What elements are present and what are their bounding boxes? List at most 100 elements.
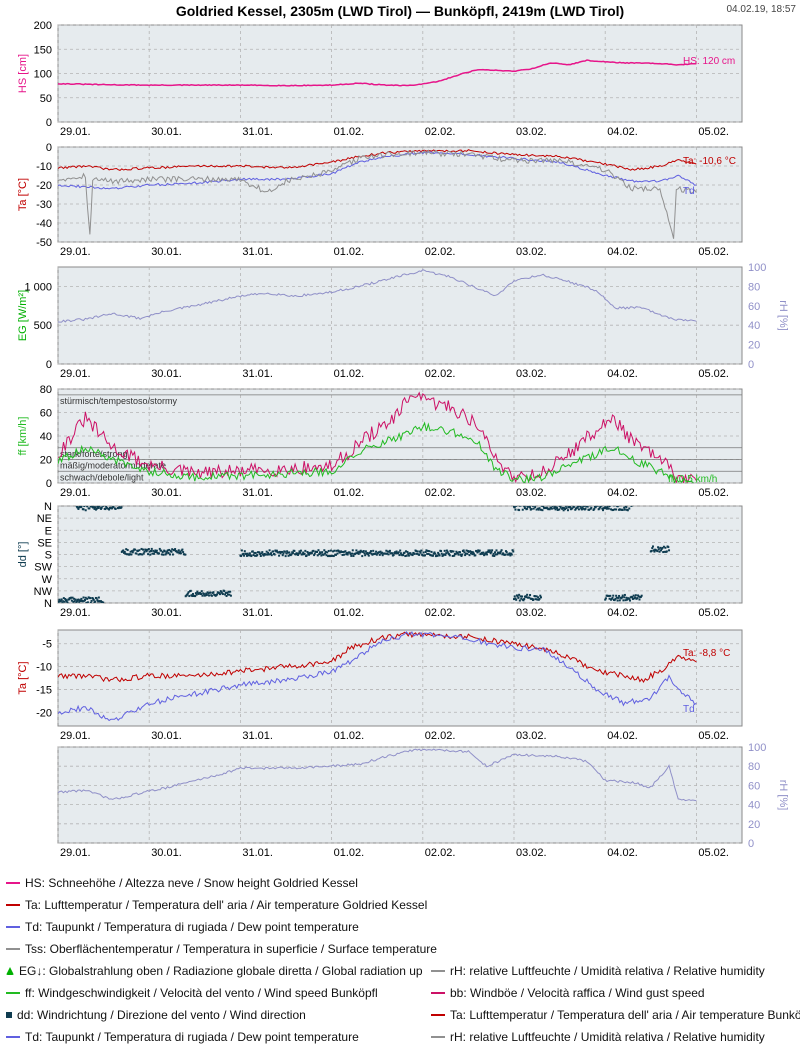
y-tick-label: N (44, 598, 52, 610)
series-group (58, 149, 697, 239)
wind-direction-point (170, 550, 173, 553)
wind-direction-point (522, 599, 525, 602)
wind-direction-point (630, 504, 632, 506)
wind-direction-point (605, 507, 608, 510)
wind-direction-point (245, 553, 248, 556)
wind-direction-point (623, 596, 626, 599)
wind-direction-point (316, 550, 319, 553)
wind-direction-point (145, 550, 148, 553)
series-group (58, 748, 697, 802)
wind-direction-point (78, 506, 81, 509)
wind-direction-point (351, 549, 354, 552)
legend-label: rH: relative Luftfeuchte / Umidità relat… (450, 1030, 765, 1044)
wind-direction-point (137, 553, 140, 556)
y-axis-label: Ta [°C] (17, 178, 29, 211)
wind-direction-point (321, 551, 324, 554)
x-tick-label: 30.01. (151, 126, 182, 138)
wind-direction-point (150, 549, 153, 552)
wind-direction-point (598, 507, 601, 510)
wind-direction-point (78, 600, 81, 603)
x-tick-label: 31.01. (242, 487, 273, 499)
x-tick-label: 04.02. (607, 730, 638, 742)
wind-direction-point (609, 594, 612, 597)
wind-direction-point (345, 552, 348, 555)
wind-direction-point (196, 590, 199, 593)
wind-direction-point (494, 553, 497, 556)
wind-direction-point (634, 596, 637, 599)
wind-direction-point (200, 590, 203, 593)
wind-direction-point (613, 599, 616, 602)
legend-label: EG↓: Globalstrahlung oben / Radiazione g… (19, 964, 423, 978)
wind-direction-point (622, 599, 625, 602)
wind-direction-point (469, 550, 472, 553)
wind-direction-point (488, 549, 491, 552)
wind-direction-point (386, 552, 389, 555)
x-tick-label: 30.01. (151, 847, 182, 859)
wind-direction-point (177, 549, 180, 552)
wind-direction-point (208, 594, 211, 597)
wind-direction-point (286, 550, 289, 553)
legend-label: Td: Taupunkt / Temperatura di rugiada / … (25, 920, 359, 934)
wind-direction-point (116, 504, 118, 506)
wind-direction-point (262, 553, 265, 556)
x-tick-label: 30.01. (151, 368, 182, 380)
wind-direction-point (392, 554, 395, 557)
wind-direction-point (380, 551, 383, 554)
wind-direction-point (332, 550, 335, 553)
wind-direction-point (171, 553, 174, 556)
wind-direction-point (162, 553, 165, 556)
series-group (58, 269, 697, 323)
wind-direction-point (82, 596, 85, 599)
wind-direction-point (360, 550, 363, 553)
wind-direction-point (202, 592, 205, 595)
x-tick-label: 29.01. (60, 487, 91, 499)
wind-direction-point (524, 506, 527, 507)
legend-item: Ta: Lufttemperatur / Temperatura dell' a… (6, 898, 427, 912)
wind-direction-point (334, 553, 337, 556)
wind-direction-point (97, 600, 100, 603)
wind-direction-point (95, 507, 98, 510)
wind-direction-point (608, 597, 611, 600)
y-tick-label: 200 (34, 20, 52, 32)
x-tick-label: 02.02. (425, 487, 456, 499)
x-tick-label: 31.01. (242, 607, 273, 619)
wind-direction-point (461, 553, 464, 556)
x-tick-label: 04.02. (607, 607, 638, 619)
y-tick-label-right: 60 (748, 780, 760, 792)
wind-direction-point (539, 504, 541, 506)
y-tick-label-right: 40 (748, 320, 760, 332)
x-tick-label: 29.01. (60, 368, 91, 380)
wind-direction-point (224, 591, 227, 594)
wind-direction-point (415, 550, 418, 553)
wind-direction-point (194, 595, 197, 598)
wind-direction-point (516, 503, 518, 505)
wind-direction-point (662, 545, 665, 548)
wind-direction-point (573, 506, 576, 507)
wind-direction-point (616, 506, 619, 508)
wind-direction-point (662, 551, 665, 554)
legend-item: bb: Windböe / Velocità raffica / Wind gu… (431, 986, 705, 1000)
wind-direction-point (92, 506, 95, 509)
x-tick-label: 02.02. (425, 126, 456, 138)
x-tick-label: 31.01. (242, 126, 273, 138)
wind-direction-point (386, 550, 389, 553)
wind-direction-point (175, 550, 178, 553)
wind-direction-point (396, 552, 399, 555)
wind-direction-point (66, 601, 69, 603)
wind-direction-point (297, 553, 300, 556)
wind-direction-point (583, 506, 586, 507)
wind-direction-point (320, 554, 323, 557)
wind-direction-point (621, 594, 624, 597)
wind-direction-point (227, 590, 230, 593)
wind-direction-point (79, 600, 82, 603)
wind-direction-point (557, 506, 560, 507)
wind-direction-point (242, 552, 245, 555)
wind-direction-point (92, 598, 95, 601)
x-tick-label: 04.02. (607, 368, 638, 380)
wind-direction-point (224, 593, 227, 596)
wind-direction-point (624, 599, 627, 602)
wind-direction-point (70, 599, 73, 602)
y-tick-label: 150 (34, 44, 52, 56)
wind-direction-point (86, 506, 89, 507)
wind-direction-point (299, 549, 302, 552)
